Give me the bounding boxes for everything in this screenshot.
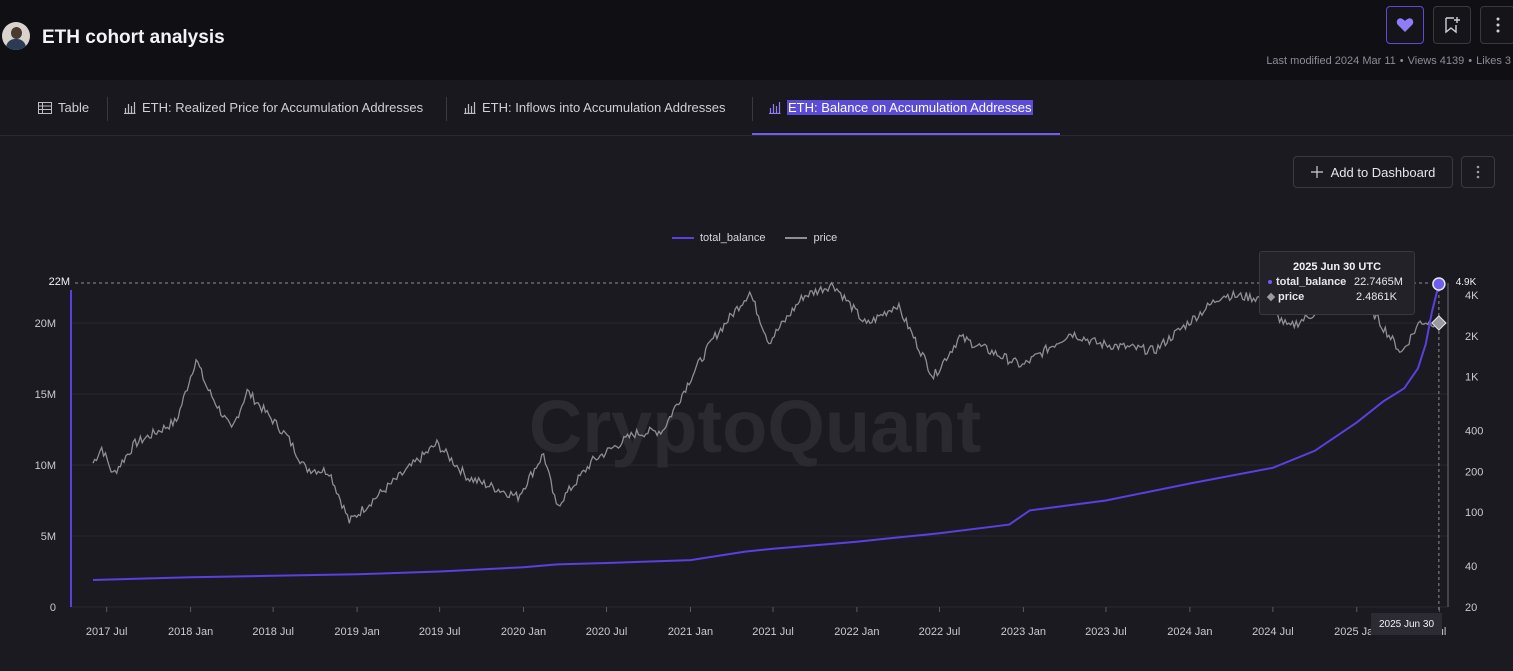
y-tick-label-right: 40	[1465, 561, 1477, 573]
right-axis-value-badge: 4.9K	[1450, 274, 1482, 290]
y-tick-label-left: 5M	[41, 531, 56, 543]
y-tick-label-right: 100	[1465, 507, 1483, 519]
add-to-dashboard-label: Add to Dashboard	[1330, 164, 1436, 180]
like-button[interactable]	[1386, 6, 1424, 44]
y-tick-label-left: 0	[50, 602, 56, 614]
bookmark-add-icon	[1445, 17, 1460, 34]
tab-table[interactable]: Table	[38, 80, 89, 135]
tooltip-series-name: total_balance	[1276, 276, 1347, 288]
tooltip-row-total-balance: total_balance 22.7465M	[1260, 276, 1414, 288]
active-tab-indicator	[752, 133, 1060, 135]
tab-divider	[107, 97, 108, 121]
y-tick-label-right: 20	[1465, 602, 1477, 614]
kebab-menu-icon	[1496, 17, 1499, 33]
x-tick-label: 2020 Jan	[501, 626, 546, 638]
y-tick-label-right: 4K	[1465, 290, 1479, 302]
legend-label: total_balance	[700, 232, 766, 244]
tab-label: ETH: Inflows into Accumulation Addresses	[482, 100, 726, 115]
x-tick-label: 2019 Jul	[419, 626, 461, 638]
tab-label: ETH: Balance on Accumulation Addresses	[787, 100, 1033, 115]
axes: 0 5M 10M 15M 20M 20 40 100 200 400 1K 2K 4K 2017 Jul 2…	[35, 283, 1483, 638]
x-tick-label: 2017 Jul	[86, 626, 128, 638]
tab-bar: Table ETH: Realized Price for Accumulati…	[0, 80, 1513, 136]
tooltip-row-price: price 2.4861K	[1260, 291, 1414, 303]
tab-balance[interactable]: ETH: Balance on Accumulation Addresses	[768, 80, 1033, 135]
legend-item-total-balance[interactable]: total_balance	[672, 232, 765, 244]
chart-tooltip: 2025 Jun 30 UTC total_balance 22.7465M p…	[1259, 251, 1415, 315]
y-tick-label-left: 20M	[35, 318, 56, 330]
y-tick-label-right: 200	[1465, 466, 1483, 478]
x-tick-label: 2020 Jul	[586, 626, 628, 638]
left-axis-value-badge: 22M	[40, 274, 72, 290]
bar-chart-icon	[124, 102, 136, 114]
last-modified: Last modified 2024 Mar 11	[1266, 55, 1396, 67]
legend-swatch	[785, 237, 808, 239]
x-tick-label: 2018 Jul	[252, 626, 294, 638]
price-line	[92, 281, 1440, 524]
add-to-dashboard-button[interactable]: Add to Dashboard	[1293, 156, 1453, 188]
more-options-button[interactable]	[1480, 6, 1513, 44]
chart-more-options-button[interactable]	[1461, 156, 1495, 188]
y-tick-label-left: 15M	[35, 389, 56, 401]
series-dot	[1268, 280, 1272, 284]
tooltip-series-value: 2.4861K	[1356, 291, 1397, 303]
table-icon	[38, 101, 52, 114]
x-tick-label: 2024 Jan	[1167, 626, 1212, 638]
x-axis-date-badge: 2025 Jun 30	[1371, 613, 1442, 635]
legend-swatch	[672, 237, 694, 239]
tab-divider	[752, 97, 753, 121]
x-tick-label: 2022 Jul	[919, 626, 961, 638]
x-tick-label: 2025 Jan	[1334, 626, 1379, 638]
tooltip-series-name: price	[1278, 291, 1305, 303]
heart-icon	[1396, 18, 1414, 32]
crosshair	[1431, 277, 1447, 612]
tooltip-date: 2025 Jun 30 UTC	[1292, 261, 1382, 273]
total-balance-line	[92, 283, 1440, 581]
kebab-menu-icon	[1476, 165, 1480, 179]
x-tick-label: 2021 Jul	[752, 626, 794, 638]
tab-divider	[446, 97, 447, 121]
page-meta: Last modified 2024 Mar 11 • Views 4139 • Lik…	[1266, 55, 1511, 67]
y-tick-label-left: 10M	[35, 460, 56, 472]
y-tick-label-right: 1K	[1465, 372, 1479, 384]
x-tick-label: 2022 Jan	[834, 626, 879, 638]
tab-realized-price[interactable]: ETH: Realized Price for Accumulation Add…	[123, 80, 423, 135]
views-count: Views 4139	[1407, 55, 1465, 67]
total-balance-point	[1432, 277, 1446, 291]
x-tick-label: 2023 Jul	[1085, 626, 1127, 638]
chart-legend: total_balance price	[672, 232, 837, 244]
likes-count: Likes 3	[1476, 55, 1511, 67]
legend-item-price[interactable]: price	[785, 232, 837, 244]
y-tick-label-right: 2K	[1465, 331, 1479, 343]
page-title: ETH cohort analysis	[42, 27, 225, 48]
avatar[interactable]	[2, 22, 30, 50]
price-point	[1431, 315, 1447, 331]
series-diamond	[1266, 292, 1276, 302]
x-tick-label: 2024 Jul	[1252, 626, 1294, 638]
y-tick-label-right: 400	[1465, 426, 1483, 438]
tab-inflows[interactable]: ETH: Inflows into Accumulation Addresses	[463, 80, 726, 135]
top-bar: ETH cohort analysis Last modified 2024 M…	[0, 0, 1513, 81]
bookmark-button[interactable]	[1433, 6, 1471, 44]
watermark-text: CryptoQuant	[529, 385, 981, 468]
series-lines	[92, 281, 1440, 581]
plus-icon	[1310, 166, 1323, 178]
bar-chart-icon	[769, 102, 781, 114]
x-tick-label: 2023 Jan	[1001, 626, 1046, 638]
tab-label: Table	[58, 100, 90, 115]
tab-label: ETH: Realized Price for Accumulation Add…	[142, 100, 424, 115]
x-tick-label: 2019 Jan	[334, 626, 379, 638]
legend-label: price	[813, 232, 838, 244]
x-tick-label: 2021 Jan	[668, 626, 713, 638]
x-tick-label: 2018 Jan	[168, 626, 213, 638]
tooltip-series-value: 22.7465M	[1354, 276, 1403, 288]
bar-chart-icon	[464, 102, 476, 114]
